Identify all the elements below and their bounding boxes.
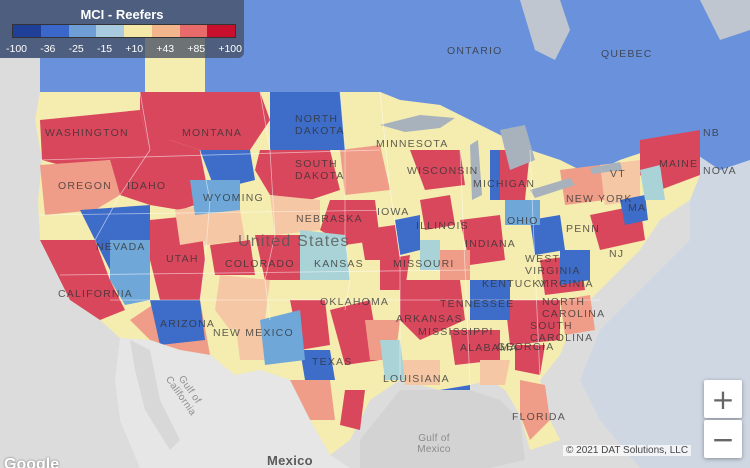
label-maine: MAINE	[659, 158, 699, 170]
label-penn: PENN	[566, 223, 600, 235]
label-virginia: VIRGINIA	[538, 278, 594, 290]
legend-swatch	[68, 25, 97, 37]
zoom-in-button[interactable]: +	[704, 380, 742, 418]
legend-tick-label: +85	[187, 43, 206, 55]
label-arizona: ARIZONA	[160, 318, 216, 330]
label-kentucky: KENTUCKY	[482, 278, 549, 290]
lake-michigan	[470, 140, 482, 200]
legend-tick-label: +100	[218, 43, 242, 55]
state-borders	[39, 91, 600, 386]
legend-tick-label: -15	[96, 43, 113, 55]
label-south-dakota: SOUTH DAKOTA	[295, 158, 345, 182]
label-washington: WASHINGTON	[45, 127, 129, 139]
legend-tick-label: -25	[68, 43, 84, 55]
lake-huron	[500, 125, 535, 170]
legend-swatch	[207, 25, 235, 37]
legend-tick-label: +43	[156, 43, 175, 55]
legend-swatch	[40, 25, 69, 37]
gulf-st-lawrence	[700, 0, 750, 40]
label-nevada: NEVADA	[96, 241, 146, 253]
label-nova: NOVA	[703, 165, 737, 177]
label-idaho: IDAHO	[127, 180, 167, 192]
label-michigan: MICHIGAN	[473, 178, 536, 190]
label-wyoming: WYOMING	[203, 192, 264, 204]
label-nb: NB	[703, 127, 720, 139]
label-ontario: ONTARIO	[447, 45, 503, 57]
legend-ticks: -100 -36 -25 -15 +10 +43 +85 +100	[6, 43, 242, 55]
legend-color-bar	[12, 24, 236, 38]
label-colorado: COLORADO	[225, 258, 295, 270]
label-united-states: United States	[238, 233, 350, 250]
label-texas: TEXAS	[312, 356, 353, 368]
label-minnesota: MINNESOTA	[376, 138, 449, 150]
hudson-bay	[520, 0, 570, 60]
lake-erie	[530, 178, 575, 198]
label-georgia: GEORGIA	[497, 341, 555, 353]
label-oklahoma: OKLAHOMA	[320, 296, 390, 308]
label-new-mexico: NEW MEXICO	[213, 327, 294, 339]
label-louisiana: LOUISIANA	[383, 373, 450, 385]
gulf-of-california-water	[130, 340, 180, 450]
google-logo: Google	[4, 456, 60, 468]
label-alabama: ALABAMA	[460, 342, 519, 354]
zoom-out-button[interactable]: −	[704, 420, 742, 458]
legend-title: MCI - Reefers	[80, 7, 164, 22]
label-nebraska: NEBRASKA	[296, 213, 363, 225]
label-arkansas: ARKANSAS	[396, 313, 463, 325]
label-iowa: IOWA	[377, 206, 410, 218]
legend-tick-label: -100	[6, 43, 28, 55]
label-oregon: OREGON	[58, 180, 112, 192]
gulf-of-mexico-water	[360, 390, 525, 468]
label-west-virginia: WEST VIRGINIA	[525, 253, 581, 277]
legend-tick-label: -36	[40, 43, 56, 55]
label-quebec: QUEBEC	[601, 48, 653, 60]
label-wisconsin: WISCONSIN	[407, 165, 479, 177]
legend-swatch	[13, 25, 41, 37]
label-north-dakota: NORTH DAKOTA	[295, 113, 345, 137]
region-layer-salmon	[40, 145, 640, 440]
label-california: CALIFORNIA	[58, 288, 134, 300]
label-vt: VT	[610, 168, 626, 180]
legend-swatch	[179, 25, 208, 37]
lake-superior	[380, 115, 455, 132]
label-ma: MA	[628, 202, 647, 214]
label-kansas: KANSAS	[314, 258, 364, 270]
label-utah: UTAH	[166, 253, 199, 265]
label-new-york: NEW YORK	[566, 193, 633, 205]
label-illinois: ILLINOIS	[416, 220, 469, 232]
legend-swatch	[124, 25, 152, 37]
region-layer-blue	[80, 92, 665, 400]
label-mexico: Mexico	[267, 453, 313, 468]
label-montana: MONTANA	[182, 127, 243, 139]
label-indiana: INDIANA	[465, 238, 516, 250]
label-gulf-of-mexico: Gulf of Mexico	[417, 433, 451, 455]
label-south-carolina: SOUTH CAROLINA	[530, 320, 594, 344]
lake-ontario	[590, 162, 622, 174]
legend-tick-label: +10	[125, 43, 144, 55]
legend-panel: MCI - Reefers -100 -36 -25 -15 +10 +43 +85 +100	[0, 0, 244, 58]
label-tennessee: TENNESSEE	[440, 298, 515, 310]
legend-swatch	[151, 25, 180, 37]
legend-swatch	[96, 25, 124, 37]
region-layer	[40, 92, 700, 430]
canada-grey-region	[0, 58, 40, 92]
label-florida: FLORIDA	[512, 411, 566, 423]
copyright-text: © 2021 DAT Solutions, LLC	[563, 445, 692, 456]
label-missouri: MISSOURI	[393, 258, 455, 270]
label-ohio: OHIO	[507, 215, 539, 227]
label-nj: NJ	[609, 248, 625, 260]
label-mississippi: MISSISSIPPI	[418, 326, 494, 338]
label-north-carolina: NORTH CAROLINA	[542, 296, 606, 320]
